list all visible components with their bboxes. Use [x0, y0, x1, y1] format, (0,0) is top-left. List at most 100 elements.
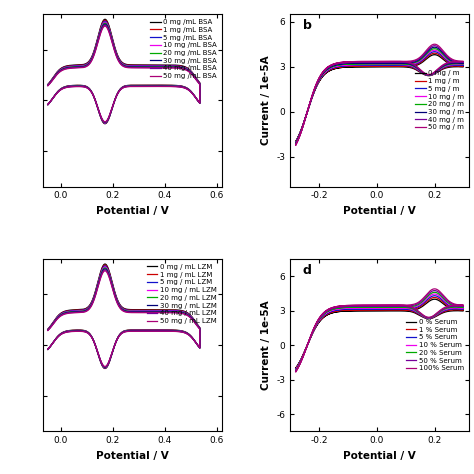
0 % Serum — [293, 365, 299, 371]
30 mg /mL BSA — [189, 90, 195, 96]
1 mg / mL LZM — [102, 365, 108, 371]
0 mg /mL BSA — [183, 84, 189, 90]
30 mg / mL LZM — [45, 327, 51, 333]
5 mg / mL LZM — [148, 308, 154, 313]
Line: 5 mg / mL LZM: 5 mg / mL LZM — [48, 266, 200, 368]
40 mg / mL LZM — [102, 267, 108, 273]
0 % Serum — [445, 309, 451, 314]
10 mg / mL LZM — [177, 309, 183, 314]
1 mg / m — [439, 54, 445, 60]
1 mg / mL LZM — [148, 307, 154, 313]
1 % Serum — [445, 308, 451, 313]
5 mg / mL LZM — [45, 327, 51, 332]
5 mg / m — [432, 49, 438, 55]
50 mg / mL LZM — [45, 346, 51, 352]
10 % Serum — [439, 295, 445, 301]
10 mg /mL BSA — [189, 90, 195, 96]
5 mg / m — [439, 53, 445, 58]
1 mg /mL BSA — [45, 102, 51, 108]
0 mg / m — [337, 65, 343, 71]
0 mg /mL BSA — [96, 30, 102, 36]
20 mg / m — [293, 141, 299, 146]
0 mg / m — [293, 139, 299, 145]
0 % Serum — [432, 296, 438, 302]
10 mg /mL BSA — [183, 85, 189, 91]
Line: 0 mg / m: 0 mg / m — [296, 55, 464, 142]
50 mg /mL BSA — [183, 86, 189, 91]
1 mg /mL BSA — [183, 85, 189, 91]
30 mg / mL LZM — [102, 364, 108, 370]
30 mg / mL LZM — [148, 309, 154, 315]
Line: 30 mg / m: 30 mg / m — [296, 47, 464, 144]
10 mg / mL LZM — [45, 327, 51, 333]
0 % Serum — [439, 300, 445, 305]
Line: 10 % Serum: 10 % Serum — [296, 294, 464, 370]
Y-axis label: Current / 1e-5A: Current / 1e-5A — [261, 301, 271, 390]
Legend: 0 mg / mL LZM, 1 mg / mL LZM, 5 mg / mL LZM, 10 mg / mL LZM, 20 mg / mL LZM, 30 : 0 mg / mL LZM, 1 mg / mL LZM, 5 mg / mL … — [146, 263, 219, 325]
10 mg / mL LZM — [45, 346, 51, 352]
50 mg / m — [452, 59, 457, 64]
1 mg / mL LZM — [96, 275, 102, 281]
30 mg / mL LZM — [96, 279, 102, 284]
10 mg / m — [337, 63, 343, 68]
10 mg / mL LZM — [148, 308, 154, 314]
5 mg / m — [452, 63, 457, 68]
50 mg /mL BSA — [102, 119, 108, 125]
10 mg /mL BSA — [148, 64, 154, 69]
0 % Serum — [452, 308, 457, 314]
20 mg /mL BSA — [102, 120, 108, 126]
20 mg /mL BSA — [96, 33, 102, 39]
30 mg / m — [445, 61, 451, 67]
1 mg / mL LZM — [45, 346, 51, 352]
50 mg / mL LZM — [85, 307, 91, 313]
50 % Serum — [406, 303, 412, 309]
5 mg / mL LZM — [102, 365, 108, 371]
Line: 10 mg / mL LZM: 10 mg / mL LZM — [48, 267, 200, 368]
10 % Serum — [432, 291, 438, 297]
20 mg / m — [445, 62, 451, 68]
30 mg / m — [432, 45, 438, 50]
40 mg /mL BSA — [102, 22, 108, 28]
50 mg / m — [445, 60, 451, 65]
50 mg /mL BSA — [45, 83, 51, 89]
40 mg /mL BSA — [96, 35, 102, 40]
5 mg /mL BSA — [189, 90, 195, 95]
10 mg /mL BSA — [45, 102, 51, 108]
1 mg / mL LZM — [177, 308, 183, 314]
Legend: 0 mg /mL BSA, 1 mg /mL BSA, 5 mg /mL BSA, 10 mg /mL BSA, 20 mg /mL BSA, 30 mg /m: 0 mg /mL BSA, 1 mg /mL BSA, 5 mg /mL BSA… — [149, 18, 219, 81]
100% Serum — [293, 369, 299, 374]
20 mg /mL BSA — [189, 90, 195, 96]
20 mg / m — [452, 61, 457, 67]
0 mg /mL BSA — [45, 82, 51, 87]
100% Serum — [445, 303, 451, 309]
30 mg /mL BSA — [177, 65, 183, 71]
20 mg / m — [406, 61, 412, 66]
50 mg / mL LZM — [45, 328, 51, 333]
40 mg / mL LZM — [85, 307, 91, 312]
1 mg / mL LZM — [102, 262, 108, 268]
100% Serum — [406, 302, 412, 308]
Line: 20 mg / m: 20 mg / m — [296, 49, 464, 144]
5 % Serum — [293, 366, 299, 372]
1 mg /mL BSA — [85, 60, 91, 65]
50 % Serum — [452, 303, 457, 309]
1 mg /mL BSA — [177, 63, 183, 69]
1 % Serum — [432, 295, 438, 301]
0 mg /mL BSA — [102, 17, 108, 22]
1 % Serum — [293, 366, 299, 372]
20 mg /mL BSA — [45, 82, 51, 88]
X-axis label: Potential / V: Potential / V — [96, 451, 169, 461]
5 % Serum — [439, 297, 445, 302]
40 mg / mL LZM — [177, 310, 183, 316]
1 % Serum — [293, 366, 299, 372]
5 mg / mL LZM — [177, 308, 183, 314]
10 mg / m — [293, 140, 299, 146]
10 mg / m — [439, 51, 445, 57]
10 mg / m — [432, 47, 438, 53]
10 mg / mL LZM — [102, 264, 108, 270]
0 mg / mL LZM — [189, 334, 195, 340]
20 mg / mL LZM — [102, 365, 108, 370]
100% Serum — [452, 302, 457, 308]
5 mg / mL LZM — [96, 276, 102, 282]
40 mg /mL BSA — [102, 119, 108, 125]
